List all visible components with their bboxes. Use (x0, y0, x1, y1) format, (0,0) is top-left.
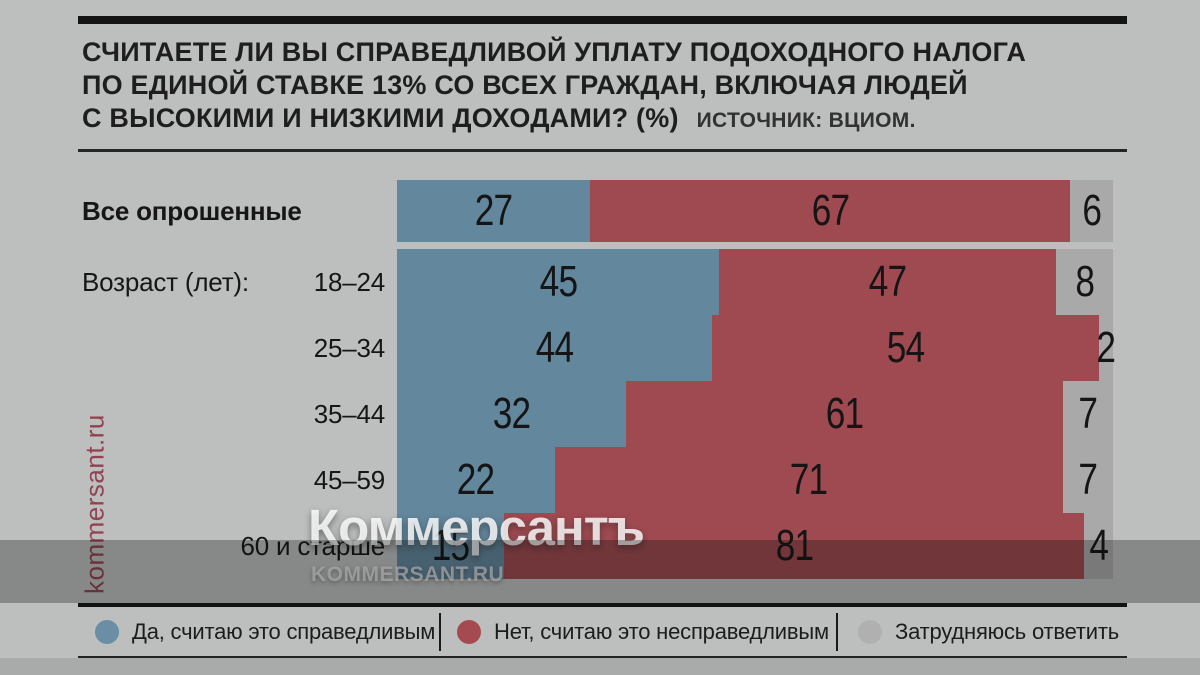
segment-value: 2 (1096, 323, 1116, 372)
segment-value: 45 (539, 257, 577, 306)
segment-no: 81 (504, 513, 1085, 579)
bottom-edge-strip (0, 658, 1200, 675)
segment-undecided: 2 (1096, 315, 1116, 381)
group-label: Возраст (лет): (82, 266, 249, 297)
segment-undecided: 4 (1084, 513, 1113, 579)
segment-value: 8 (1074, 257, 1095, 306)
segment-value: 7 (1078, 389, 1099, 438)
segment-undecided: 7 (1062, 447, 1113, 513)
bar-row-all: Все опрошенные 27 67 6 (0, 180, 1200, 242)
source-label: Источник: ВЦИОМ. (696, 109, 916, 132)
segment-value: 44 (535, 323, 574, 372)
segment-yes: 27 (397, 180, 591, 242)
segment-no: 61 (626, 381, 1063, 447)
legend-divider (836, 613, 838, 651)
segment-value: 47 (868, 257, 907, 306)
bar-row-18-24: Возраст (лет): 18–24 45 47 8 (0, 249, 1200, 315)
segment-yes: 22 (397, 447, 555, 513)
segment-value: 27 (474, 186, 513, 235)
title-divider-line (78, 149, 1127, 152)
segment-no: 71 (554, 447, 1063, 513)
row-label: Возраст (лет): 18–24 (82, 249, 385, 315)
row-label: Все опрошенные (82, 195, 302, 226)
segment-no: 54 (712, 315, 1099, 381)
segment-value: 6 (1082, 186, 1102, 235)
chart-title: Считаете ли вы справедливой уплату подох… (82, 36, 1127, 137)
legend-dot-icon (95, 620, 119, 644)
segment-undecided: 7 (1062, 381, 1113, 447)
segment-no: 47 (719, 249, 1056, 315)
segment-value: 67 (811, 186, 849, 235)
title-line-3: с высокими и низкими доходами? (%) (82, 103, 679, 133)
row-label: 45–59 (313, 464, 386, 495)
segment-yes: 44 (397, 315, 713, 381)
bar-row-25-34: 25–34 44 54 2 (0, 315, 1200, 381)
age-label: 18–24 (313, 266, 386, 297)
segment-value: 81 (775, 521, 814, 570)
top-accent-bar (78, 16, 1127, 24)
legend-label: Да, считаю это справедливым (132, 619, 436, 644)
legend-label: Затрудняюсь ответить (895, 619, 1120, 644)
segment-value: 4 (1089, 521, 1109, 570)
segment-yes: 32 (397, 381, 627, 447)
segment-value: 15 (431, 521, 470, 570)
segment-yes: 15 (397, 513, 505, 579)
legend-entry-undecided: Затрудняюсь ответить (858, 610, 1119, 654)
legend-label: Нет, считаю это несправедливым (494, 619, 829, 644)
segment-value: 71 (789, 455, 828, 504)
legend-entry-no: Нет, считаю это несправедливым (457, 610, 829, 654)
bar-row-45-59: 45–59 22 71 7 (0, 447, 1200, 513)
legend-dot-icon (457, 620, 481, 644)
segment-value: 32 (492, 389, 531, 438)
bar-row-35-44: 35–44 32 61 7 (0, 381, 1200, 447)
row-label: 60 и старше (240, 530, 385, 561)
legend-entry-yes: Да, считаю это справедливым (95, 610, 435, 654)
title-line-1: Считаете ли вы справедливой уплату подох… (82, 37, 1027, 67)
dark-overlay-band (0, 540, 1200, 603)
segment-value: 7 (1078, 455, 1099, 504)
bar-row-60-и-старше: 60 и старше 15 81 4 (0, 513, 1200, 579)
title-line-2: по единой ставке 13% со всех граждан, вк… (82, 70, 968, 100)
segment-no: 67 (590, 180, 1071, 242)
watermark-kommersant-logo: Коммерсантъ (308, 499, 645, 556)
watermark-kommersant-url: KOMMERSANT.RU (311, 563, 505, 586)
segment-value: 61 (825, 389, 864, 438)
legend-dot-icon (858, 620, 882, 644)
row-label: 35–44 (313, 398, 386, 429)
row-label: 25–34 (313, 332, 386, 363)
segment-undecided: 8 (1055, 249, 1113, 315)
chart-bottom-border (78, 603, 1127, 607)
segment-value: 22 (456, 455, 495, 504)
segment-value: 54 (886, 323, 925, 372)
legend-divider (439, 613, 441, 651)
segment-yes: 45 (397, 249, 720, 315)
legend-bottom-border (78, 656, 1127, 658)
segment-undecided: 6 (1070, 180, 1113, 242)
